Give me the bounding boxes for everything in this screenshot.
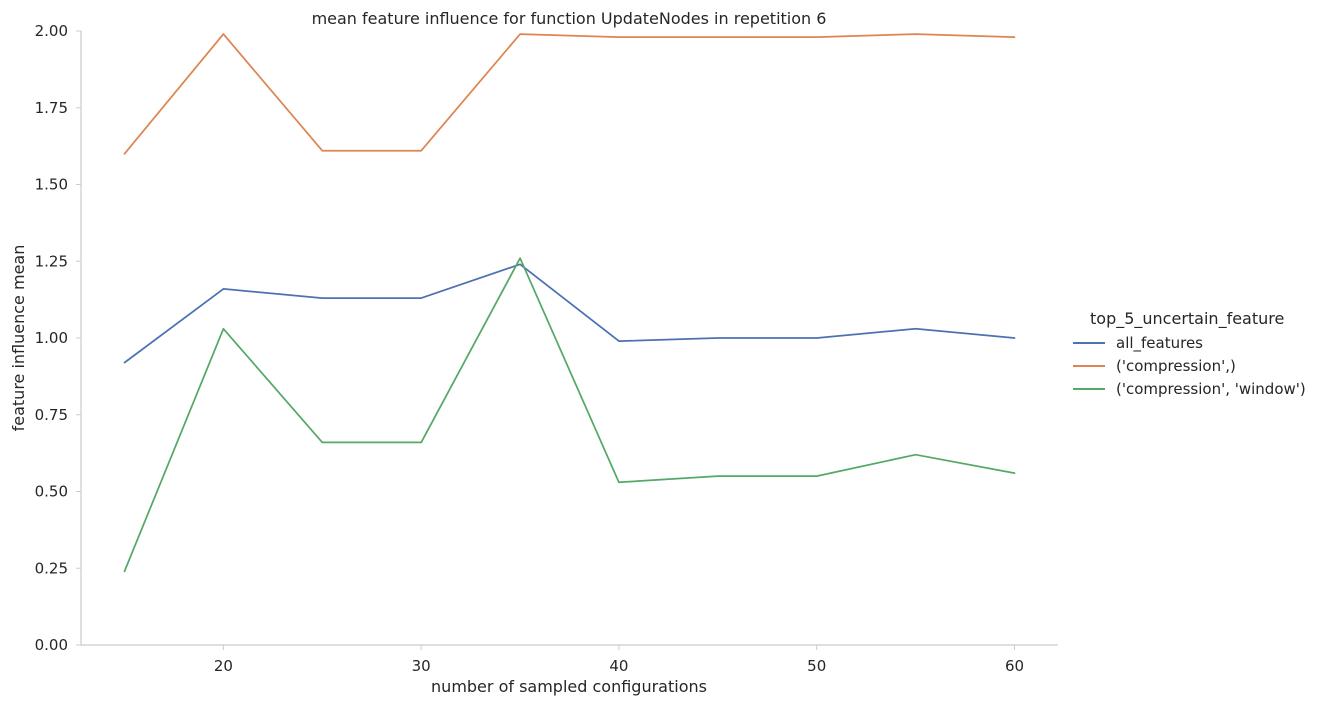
series-line-0 <box>123 263 1016 364</box>
y-tick-label: 1.75 <box>35 99 68 117</box>
y-tick-label: 0.25 <box>35 559 68 577</box>
x-axis-ticks: 20 30 40 50 60 <box>214 645 1024 675</box>
x-tick-label: 60 <box>1005 657 1024 675</box>
y-tick-label: 1.25 <box>35 252 68 270</box>
x-tick-label: 30 <box>412 657 431 675</box>
legend-title: top_5_uncertain_feature <box>1090 309 1284 329</box>
x-tick-label: 50 <box>807 657 826 675</box>
chart-title: mean feature influence for function Upda… <box>312 9 827 28</box>
series-line-1 <box>123 33 1016 155</box>
y-tick-label: 0.50 <box>35 483 68 501</box>
y-tick-label: 2.00 <box>35 22 68 40</box>
legend-label: ('compression', 'window') <box>1116 380 1306 398</box>
x-tick-label: 20 <box>214 657 233 675</box>
y-tick-label: 0.00 <box>35 636 68 654</box>
series-line-2 <box>123 257 1016 573</box>
y-tick-label: 1.50 <box>35 176 68 194</box>
x-axis-label: number of sampled configurations <box>431 677 707 696</box>
legend: top_5_uncertain_feature all_features ('co… <box>1073 309 1306 398</box>
y-tick-label: 1.00 <box>35 329 68 347</box>
y-tick-label: 0.75 <box>35 406 68 424</box>
y-axis-ticks: 0.00 0.25 0.50 0.75 1.00 1.25 1.50 1.75 2.00 <box>35 22 81 654</box>
legend-label: all_features <box>1116 334 1203 353</box>
legend-label: ('compression',) <box>1116 357 1236 375</box>
series-lines <box>123 33 1016 573</box>
x-tick-label: 40 <box>609 657 628 675</box>
y-axis-label: feature influence mean <box>9 245 28 432</box>
